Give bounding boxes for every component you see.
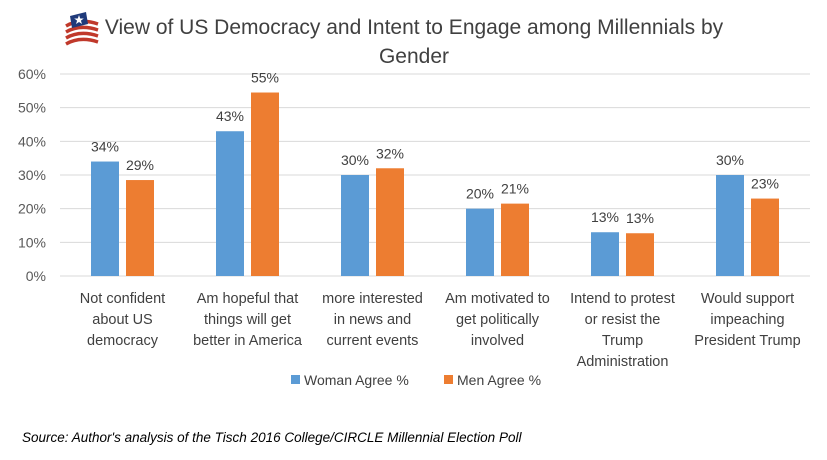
data-label: 29% — [126, 157, 154, 173]
bar — [751, 198, 779, 276]
category-label: current events — [327, 333, 419, 349]
data-label: 30% — [341, 152, 369, 168]
category-label: Not confident — [80, 291, 165, 307]
category-label: Would support — [701, 291, 794, 307]
y-tick-label: 50% — [18, 100, 46, 116]
category-label: better in America — [193, 333, 303, 349]
data-label: 23% — [751, 176, 779, 192]
category-label: President Trump — [694, 333, 800, 349]
data-label: 55% — [251, 70, 279, 86]
legend-swatch — [291, 375, 300, 384]
y-tick-label: 60% — [18, 66, 46, 82]
gridlines — [60, 73, 810, 277]
data-label: 43% — [216, 108, 244, 124]
category-label: Administration — [577, 354, 669, 370]
bar — [591, 232, 619, 276]
category-label: things will get — [204, 312, 291, 328]
category-label: more interested — [322, 291, 423, 307]
source-text: Source: Author's analysis of the Tisch 2… — [22, 430, 522, 445]
bar — [466, 208, 494, 276]
legend: Woman Agree % Men Agree % — [291, 372, 541, 388]
y-tick-label: 40% — [18, 133, 46, 149]
flag-logo-icon — [65, 12, 99, 46]
bar — [126, 180, 154, 276]
chart-title-line: View of US Democracy and Intent to Engag… — [105, 16, 724, 39]
y-tick-label: 10% — [18, 234, 46, 250]
category-label: Intend to protest — [570, 291, 675, 307]
bars — [91, 92, 779, 277]
category-label: impeaching — [710, 312, 784, 328]
data-label: 34% — [91, 139, 119, 155]
bar — [626, 233, 654, 276]
bar — [716, 175, 744, 276]
y-tick-label: 20% — [18, 201, 46, 217]
data-label: 30% — [716, 152, 744, 168]
category-label: or resist the — [585, 312, 661, 328]
category-label: Am motivated to — [445, 291, 550, 307]
bar — [216, 131, 244, 276]
legend-swatch — [444, 375, 453, 384]
y-axis-ticks: 0% 10% 20% 30% 40% 50% 60% — [18, 66, 46, 284]
y-tick-label: 0% — [26, 268, 46, 284]
data-label: 13% — [591, 209, 619, 225]
bar — [501, 203, 529, 276]
bar — [251, 92, 279, 277]
data-label: 21% — [501, 181, 529, 197]
category-label: get politically — [456, 312, 540, 328]
data-label: 13% — [626, 210, 654, 226]
legend-label: Woman Agree % — [304, 372, 409, 388]
category-label: about US — [92, 312, 152, 328]
category-label: democracy — [87, 333, 159, 349]
category-label: Am hopeful that — [197, 291, 299, 307]
source-note: Source: Author's analysis of the Tisch 2… — [22, 430, 522, 445]
chart-title: View of US Democracy and Intent to Engag… — [105, 16, 724, 68]
bar — [341, 175, 369, 276]
category-label: Trump — [602, 333, 643, 349]
category-label: involved — [471, 333, 524, 349]
y-tick-label: 30% — [18, 167, 46, 183]
data-label: 32% — [376, 145, 404, 161]
data-label: 20% — [466, 186, 494, 202]
category-label: in news and — [334, 312, 411, 328]
bar — [91, 161, 119, 276]
legend-label: Men Agree % — [457, 372, 541, 388]
x-axis-categories: Not confident about US democracy Am hopeful… — [80, 291, 801, 370]
chart-title-line: Gender — [379, 45, 449, 68]
data-labels: 34% 43% 30% 20% 13% 30% 29% 55% 32% 21% 13% 23% — [91, 70, 779, 227]
bar — [376, 168, 404, 276]
